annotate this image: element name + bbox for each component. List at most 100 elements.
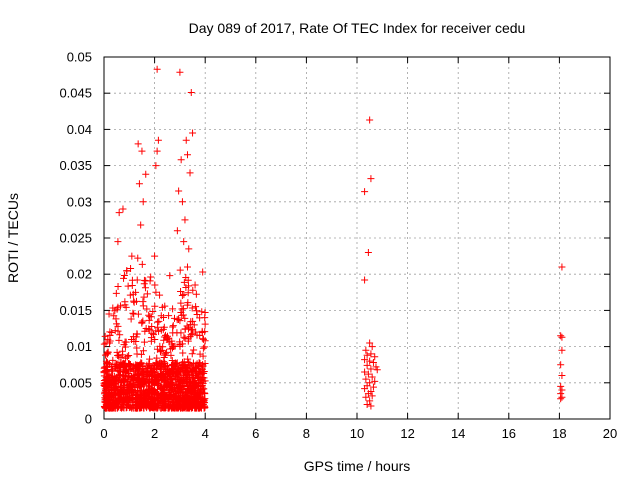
data-point <box>175 187 183 195</box>
data-point <box>176 342 184 350</box>
data-point <box>361 356 369 364</box>
data-point <box>113 348 121 356</box>
data-point <box>150 368 158 376</box>
data-point <box>177 309 185 317</box>
data-point <box>127 265 135 273</box>
data-point <box>175 315 183 323</box>
data-point <box>362 346 370 354</box>
data-point <box>197 389 205 397</box>
data-point <box>178 198 186 206</box>
data-point <box>192 363 200 371</box>
data-point <box>153 399 161 407</box>
data-point <box>108 373 116 381</box>
data-point <box>200 399 208 407</box>
data-point <box>182 390 190 398</box>
data-point <box>181 314 189 322</box>
data-point <box>137 359 145 367</box>
data-point <box>112 289 120 297</box>
data-point <box>102 339 110 347</box>
data-point <box>133 350 141 358</box>
data-point <box>183 263 191 271</box>
data-point <box>185 245 193 253</box>
data-point <box>176 368 184 376</box>
data-point <box>198 308 206 316</box>
y-tick-label: 0.01 <box>67 339 92 354</box>
data-point <box>142 378 150 386</box>
data-point <box>557 361 565 369</box>
x-axis-label: GPS time / hours <box>304 458 411 474</box>
data-point <box>168 337 176 345</box>
data-point <box>145 316 153 324</box>
data-point <box>174 394 182 402</box>
data-point <box>116 404 124 412</box>
data-point <box>129 394 137 402</box>
data-point <box>199 379 207 387</box>
data-point <box>189 129 197 137</box>
data-point <box>145 386 153 394</box>
data-point <box>139 368 147 376</box>
data-point <box>176 266 184 274</box>
data-point <box>134 140 142 148</box>
data-point <box>180 278 188 286</box>
data-point <box>115 353 123 361</box>
data-point <box>558 263 566 271</box>
data-point <box>177 299 185 307</box>
data-point <box>163 333 171 341</box>
data-point <box>172 393 180 401</box>
data-point <box>182 284 190 292</box>
data-point <box>110 391 118 399</box>
data-point <box>146 375 154 383</box>
data-point <box>177 287 185 295</box>
data-point <box>201 337 209 345</box>
data-point <box>139 298 147 306</box>
data-point <box>141 284 149 292</box>
data-point <box>135 381 143 389</box>
data-point <box>366 357 374 365</box>
data-point <box>145 371 153 379</box>
data-point <box>140 293 148 301</box>
data-point <box>126 291 134 299</box>
data-point <box>157 366 165 374</box>
data-point <box>127 379 135 387</box>
data-point <box>176 377 184 385</box>
data-point <box>557 332 565 340</box>
y-tick-label: 0.005 <box>59 375 92 390</box>
data-point <box>123 267 131 275</box>
data-point <box>140 276 148 284</box>
data-point <box>366 339 374 347</box>
data-point <box>104 348 112 356</box>
data-point <box>199 401 207 409</box>
data-point <box>151 281 159 289</box>
data-point <box>153 65 161 73</box>
data-point <box>132 391 140 399</box>
data-point <box>372 363 380 371</box>
data-point <box>182 398 190 406</box>
data-point <box>180 291 188 299</box>
data-point <box>132 361 140 369</box>
data-point <box>363 361 371 369</box>
data-point <box>140 338 148 346</box>
data-point <box>364 248 372 256</box>
data-point <box>179 362 187 370</box>
data-point <box>181 216 189 224</box>
data-point <box>142 170 150 178</box>
data-point <box>125 369 133 377</box>
data-point <box>119 205 127 213</box>
data-point <box>179 349 187 357</box>
data-point <box>558 333 566 341</box>
x-tick-label: 0 <box>100 426 107 441</box>
data-point <box>150 397 158 405</box>
data-point <box>152 162 160 170</box>
data-point <box>187 88 195 96</box>
data-point <box>151 336 159 344</box>
data-point <box>169 401 177 409</box>
data-point <box>177 403 185 411</box>
data-point <box>105 360 113 368</box>
data-point <box>124 401 132 409</box>
data-point <box>153 147 161 155</box>
ticks-layer: 0 2 4 6 8 10 12 14 16 18 20 0 0.005 0.01 0.015 0.02 0.02… <box>59 50 617 442</box>
data-point <box>200 335 208 343</box>
data-point <box>154 136 162 144</box>
x-tick-label: 14 <box>451 426 465 441</box>
